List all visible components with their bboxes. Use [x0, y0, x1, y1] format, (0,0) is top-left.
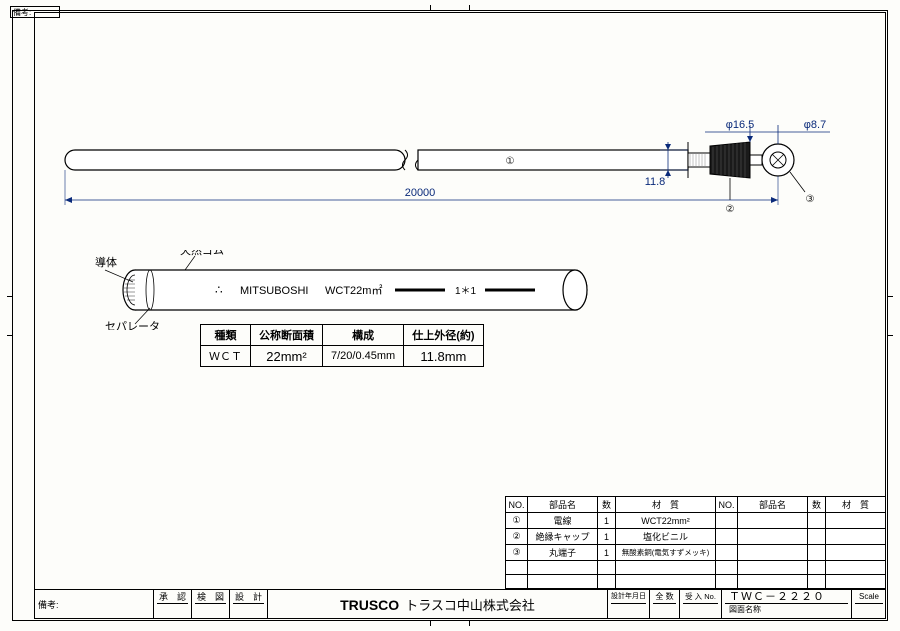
callout-1: ① [506, 156, 515, 167]
label-conductor: 導体 [95, 255, 117, 269]
bom-row: ①電線1WCT22mm² [506, 513, 886, 529]
dim-phi165: φ16.5 [726, 120, 755, 131]
top-tab: 備考: [10, 6, 60, 18]
spec-r0: ＷＣＴ [201, 346, 251, 367]
company-name: トラスコ中山株式会社 [405, 595, 535, 614]
spec-r2: 7/20/0.45mm [323, 346, 404, 367]
spec-h2: 構成 [323, 325, 404, 346]
dim-20000: 20000 [405, 187, 436, 199]
tb-scale: Scale [852, 590, 886, 619]
print-spec: WCT22m㎡ [325, 284, 382, 297]
tb-company: TRUSCO トラスコ中山株式会社 [268, 590, 608, 619]
tb-design: 設 計 [230, 590, 268, 619]
bom-table: NO. 部品名 数 材 質 NO. 部品名 数 材 質 ①電線1WCT22mm²… [505, 496, 886, 589]
print-mark: ∴ [215, 283, 223, 297]
spec-h1: 公称断面積 [251, 325, 323, 346]
cross-section-diagram: ∴ MITSUBOSHI WCT22m㎡ 1＊1 導体 天然ゴム セパレータ [95, 250, 615, 330]
label-separator: セパレータ [105, 320, 160, 330]
tb-approve: 承 認 [154, 590, 192, 619]
bom-row: ③丸端子1無酸素銅(電気すずメッキ) [506, 545, 886, 561]
dim-phi87: φ8.7 [804, 120, 826, 131]
dim-118: 11.8 [645, 176, 666, 188]
tick-left [7, 296, 13, 336]
tb-remark: 備考: [34, 590, 154, 619]
tb-recv: 受 入 No. [680, 590, 722, 619]
cable-assembly-diagram: ① ② ③ φ16.5 φ8.7 11.8 20000 [60, 120, 850, 230]
tb-check: 検 図 [192, 590, 230, 619]
bom-row [506, 561, 886, 575]
logo-text: TRUSCO [340, 597, 399, 613]
bom-header-row: NO. 部品名 数 材 質 NO. 部品名 数 材 質 [506, 497, 886, 513]
spec-r1: 22mm² [251, 346, 323, 367]
spec-r3: 11.8mm [404, 346, 483, 367]
tick-bottom [430, 620, 470, 626]
tb-qty: 全 数 [650, 590, 680, 619]
callout-2: ② [726, 204, 735, 215]
spec-h3: 仕上外径(約) [404, 325, 483, 346]
tick-top [430, 5, 470, 11]
bom-row: ②絶縁キャップ1塩化ビニル [506, 529, 886, 545]
callout-3: ③ [806, 194, 815, 205]
title-block: 備考: 承 認 検 図 設 計 TRUSCO トラスコ中山株式会社 設計年月日 … [34, 589, 886, 619]
spec-h0: 種類 [201, 325, 251, 346]
tb-date: 設計年月日 [608, 590, 650, 619]
tick-right [887, 296, 893, 336]
print-core: 1＊1 [455, 286, 477, 297]
print-brand: MITSUBOSHI [240, 285, 308, 297]
spec-table: 種類 公称断面積 構成 仕上外径(約) ＷＣＴ 22mm² 7/20/0.45m… [200, 324, 484, 367]
bom-row [506, 575, 886, 589]
label-rubber: 天然ゴム [180, 250, 224, 257]
tb-drawing: ＴＷＣ－２２２０ 図面名称 [722, 590, 852, 619]
